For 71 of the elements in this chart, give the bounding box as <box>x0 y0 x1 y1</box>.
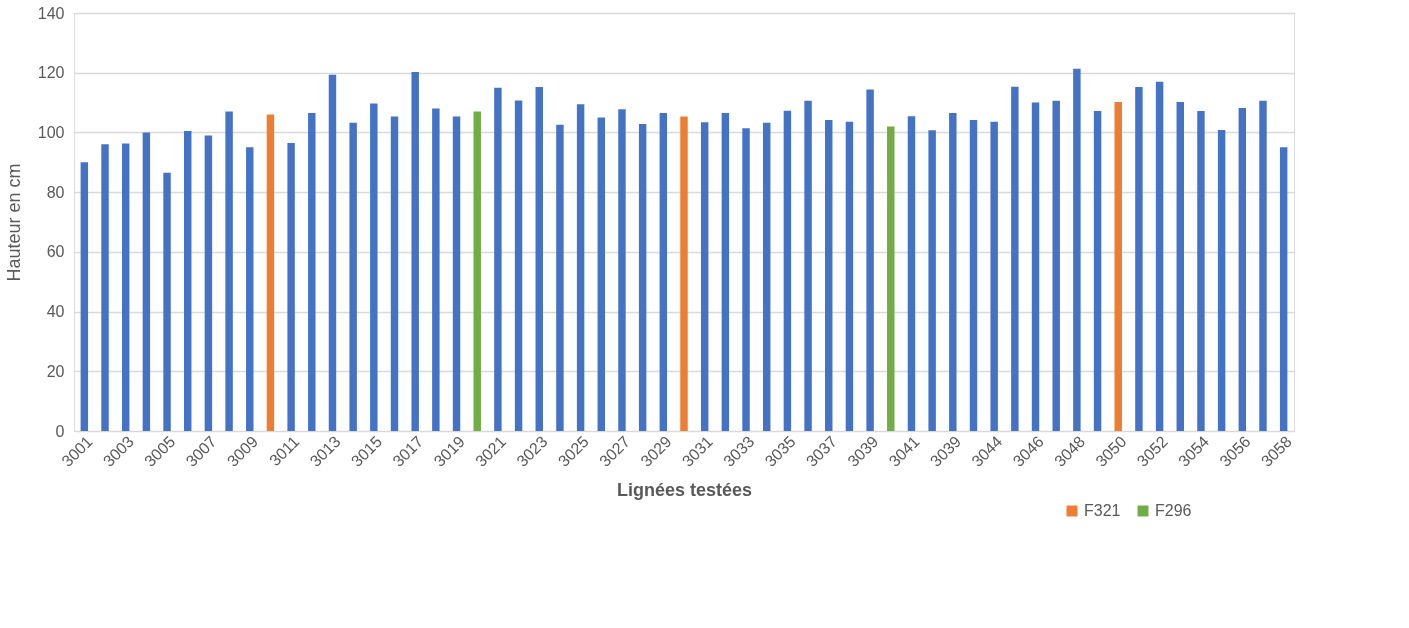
y-axis-title: Hauteur en cm <box>3 163 24 282</box>
bar <box>556 124 564 431</box>
bar <box>825 119 833 431</box>
bar <box>1011 86 1019 431</box>
y-tick-label: 120 <box>37 64 65 82</box>
x-axis-title: Lignées testées <box>616 479 753 500</box>
bar <box>618 109 626 431</box>
bar <box>1093 110 1102 431</box>
y-tick-label: 20 <box>46 362 65 380</box>
bar <box>887 126 895 431</box>
bar <box>411 72 419 431</box>
y-tick-label: 100 <box>37 123 65 141</box>
bar <box>721 113 730 431</box>
bar <box>762 122 771 431</box>
bar <box>845 121 854 431</box>
bar <box>452 116 461 431</box>
bar <box>990 121 998 431</box>
bar <box>928 130 936 431</box>
bar <box>204 135 213 431</box>
bar <box>783 110 792 431</box>
bar <box>1279 147 1288 431</box>
bar <box>473 111 481 431</box>
legend-label: F296 <box>1155 502 1192 519</box>
bar <box>1135 87 1143 431</box>
bar <box>866 89 874 431</box>
bar <box>142 132 151 431</box>
bar <box>1052 100 1060 431</box>
bar <box>432 108 440 431</box>
bar <box>390 116 399 431</box>
bar <box>494 87 502 431</box>
bar <box>742 128 750 431</box>
bar <box>328 74 337 431</box>
bar <box>597 117 606 431</box>
bar <box>121 143 130 431</box>
bar <box>184 130 192 431</box>
bar <box>659 113 668 431</box>
bar <box>638 124 647 431</box>
bar <box>1155 81 1164 431</box>
bar <box>101 144 109 431</box>
y-tick-label: 0 <box>55 422 65 440</box>
bar <box>949 113 957 431</box>
bar <box>349 122 357 431</box>
bar <box>1073 68 1081 431</box>
bar <box>680 116 688 431</box>
bar <box>246 147 254 431</box>
bar <box>700 122 709 431</box>
bar <box>907 116 916 431</box>
bar <box>80 162 89 431</box>
bar <box>576 104 585 431</box>
bar <box>1031 102 1040 431</box>
bar <box>514 100 523 431</box>
bar <box>1259 100 1267 431</box>
bar <box>804 100 812 431</box>
bar <box>535 87 543 431</box>
bar <box>163 172 171 431</box>
y-tick-label: 140 <box>37 4 65 22</box>
bar <box>308 113 316 431</box>
bar <box>1217 130 1226 431</box>
bar <box>1114 101 1122 431</box>
y-tick-label: 80 <box>46 183 65 201</box>
bar <box>225 111 233 431</box>
bar <box>969 119 978 431</box>
y-tick-label: 60 <box>46 243 65 261</box>
bar <box>287 142 295 431</box>
legend-label: F321 <box>1084 502 1121 519</box>
bar <box>1197 110 1205 431</box>
bar <box>1238 107 1247 431</box>
bar <box>1176 101 1184 431</box>
y-tick-label: 40 <box>46 303 65 321</box>
bar <box>370 103 378 431</box>
bar <box>266 114 275 431</box>
